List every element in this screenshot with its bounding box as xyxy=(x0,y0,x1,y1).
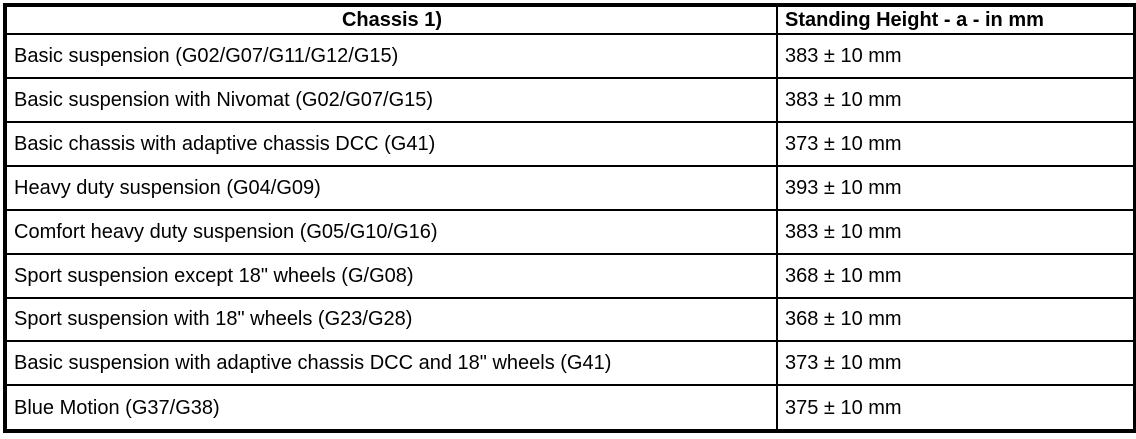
table-row: Basic suspension (G02/G07/G11/G12/G15) 3… xyxy=(4,33,1136,79)
standing-height-table: Chassis 1) Standing Height - a - in mm B… xyxy=(3,3,1136,433)
chassis-cell: Sport suspension with 18" wheels (G23/G2… xyxy=(4,296,778,343)
standing-height-cell: 383 ± 10 mm xyxy=(776,208,1136,255)
standing-height-cell: 375 ± 10 mm xyxy=(776,384,1136,432)
table-row: Basic suspension with Nivomat (G02/G07/G… xyxy=(4,76,1136,123)
standing-height-cell: 383 ± 10 mm xyxy=(776,33,1136,79)
chassis-cell: Basic suspension with adaptive chassis D… xyxy=(4,340,778,387)
table-row: Sport suspension with 18" wheels (G23/G2… xyxy=(4,296,1136,343)
page: Chassis 1) Standing Height - a - in mm B… xyxy=(0,3,1136,439)
chassis-cell: Sport suspension except 18" wheels (G/G0… xyxy=(4,252,778,299)
column-header-chassis: Chassis 1) xyxy=(4,4,778,35)
chassis-cell: Comfort heavy duty suspension (G05/G10/G… xyxy=(4,208,778,255)
table-row: Sport suspension except 18" wheels (G/G0… xyxy=(4,252,1136,299)
table-row: Heavy duty suspension (G04/G09) 393 ± 10… xyxy=(4,164,1136,211)
table-header-row: Chassis 1) Standing Height - a - in mm xyxy=(4,4,1136,35)
standing-height-cell: 383 ± 10 mm xyxy=(776,76,1136,123)
standing-height-cell: 368 ± 10 mm xyxy=(776,296,1136,343)
chassis-cell: Basic suspension with Nivomat (G02/G07/G… xyxy=(4,76,778,123)
standing-height-cell: 368 ± 10 mm xyxy=(776,252,1136,299)
table-row: Comfort heavy duty suspension (G05/G10/G… xyxy=(4,208,1136,255)
table-row: Blue Motion (G37/G38) 375 ± 10 mm xyxy=(4,384,1136,432)
standing-height-cell: 373 ± 10 mm xyxy=(776,340,1136,387)
column-header-standing-height: Standing Height - a - in mm xyxy=(776,4,1136,35)
table-row: Basic chassis with adaptive chassis DCC … xyxy=(4,120,1136,167)
table-body: Basic suspension (G02/G07/G11/G12/G15) 3… xyxy=(4,33,1136,432)
chassis-cell: Basic chassis with adaptive chassis DCC … xyxy=(4,120,778,167)
standing-height-cell: 393 ± 10 mm xyxy=(776,164,1136,211)
chassis-cell: Blue Motion (G37/G38) xyxy=(4,384,778,432)
chassis-cell: Basic suspension (G02/G07/G11/G12/G15) xyxy=(4,33,778,79)
table-row: Basic suspension with adaptive chassis D… xyxy=(4,340,1136,387)
chassis-cell: Heavy duty suspension (G04/G09) xyxy=(4,164,778,211)
standing-height-cell: 373 ± 10 mm xyxy=(776,120,1136,167)
